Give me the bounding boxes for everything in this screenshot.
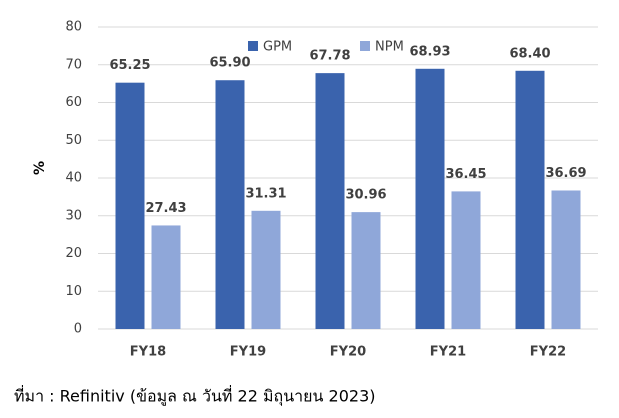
- x-tick-label: FY18: [130, 345, 166, 360]
- y-tick-label: 70: [65, 57, 82, 72]
- data-label: 67.78: [309, 49, 350, 64]
- bar: [151, 225, 181, 329]
- y-tick-label: 30: [65, 208, 82, 223]
- data-label: 36.45: [445, 167, 486, 182]
- bar: [551, 190, 581, 329]
- y-tick-label: 20: [65, 246, 82, 261]
- data-label: 36.69: [545, 166, 586, 181]
- y-tick-label: 80: [65, 20, 82, 35]
- y-tick-label: 60: [65, 95, 82, 110]
- x-tick-label: FY22: [530, 345, 566, 360]
- y-tick-label: 40: [65, 171, 82, 186]
- bar: [315, 73, 345, 330]
- bar: [251, 210, 281, 329]
- y-tick-label: 50: [65, 133, 82, 148]
- data-label: 68.93: [409, 44, 450, 59]
- data-label: 27.43: [145, 201, 186, 216]
- source-note: ที่มา : Refinitiv (ข้อมูล ณ วันที่ 22 มิ…: [14, 385, 376, 407]
- legend-label: NPM: [375, 40, 404, 55]
- y-axis-title: %: [32, 161, 48, 175]
- data-label: 68.40: [509, 46, 550, 61]
- x-tick-label: FY21: [430, 345, 466, 360]
- y-tick-label: 10: [65, 284, 82, 299]
- data-label: 31.31: [245, 186, 286, 201]
- bar: [451, 191, 481, 329]
- bar: [115, 82, 145, 330]
- data-label: 30.96: [345, 188, 386, 203]
- legend-label: GPM: [263, 40, 292, 55]
- legend-swatch: [360, 41, 370, 51]
- bar: [351, 212, 381, 329]
- data-label: 65.90: [209, 56, 250, 71]
- bar: [415, 68, 445, 330]
- x-tick-label: FY20: [330, 345, 366, 360]
- x-tick-label: FY19: [230, 345, 266, 360]
- legend-swatch: [248, 41, 258, 51]
- y-tick-label: 0: [74, 322, 82, 337]
- bar: [215, 80, 245, 329]
- bar: [515, 70, 545, 329]
- data-label: 65.25: [109, 58, 150, 73]
